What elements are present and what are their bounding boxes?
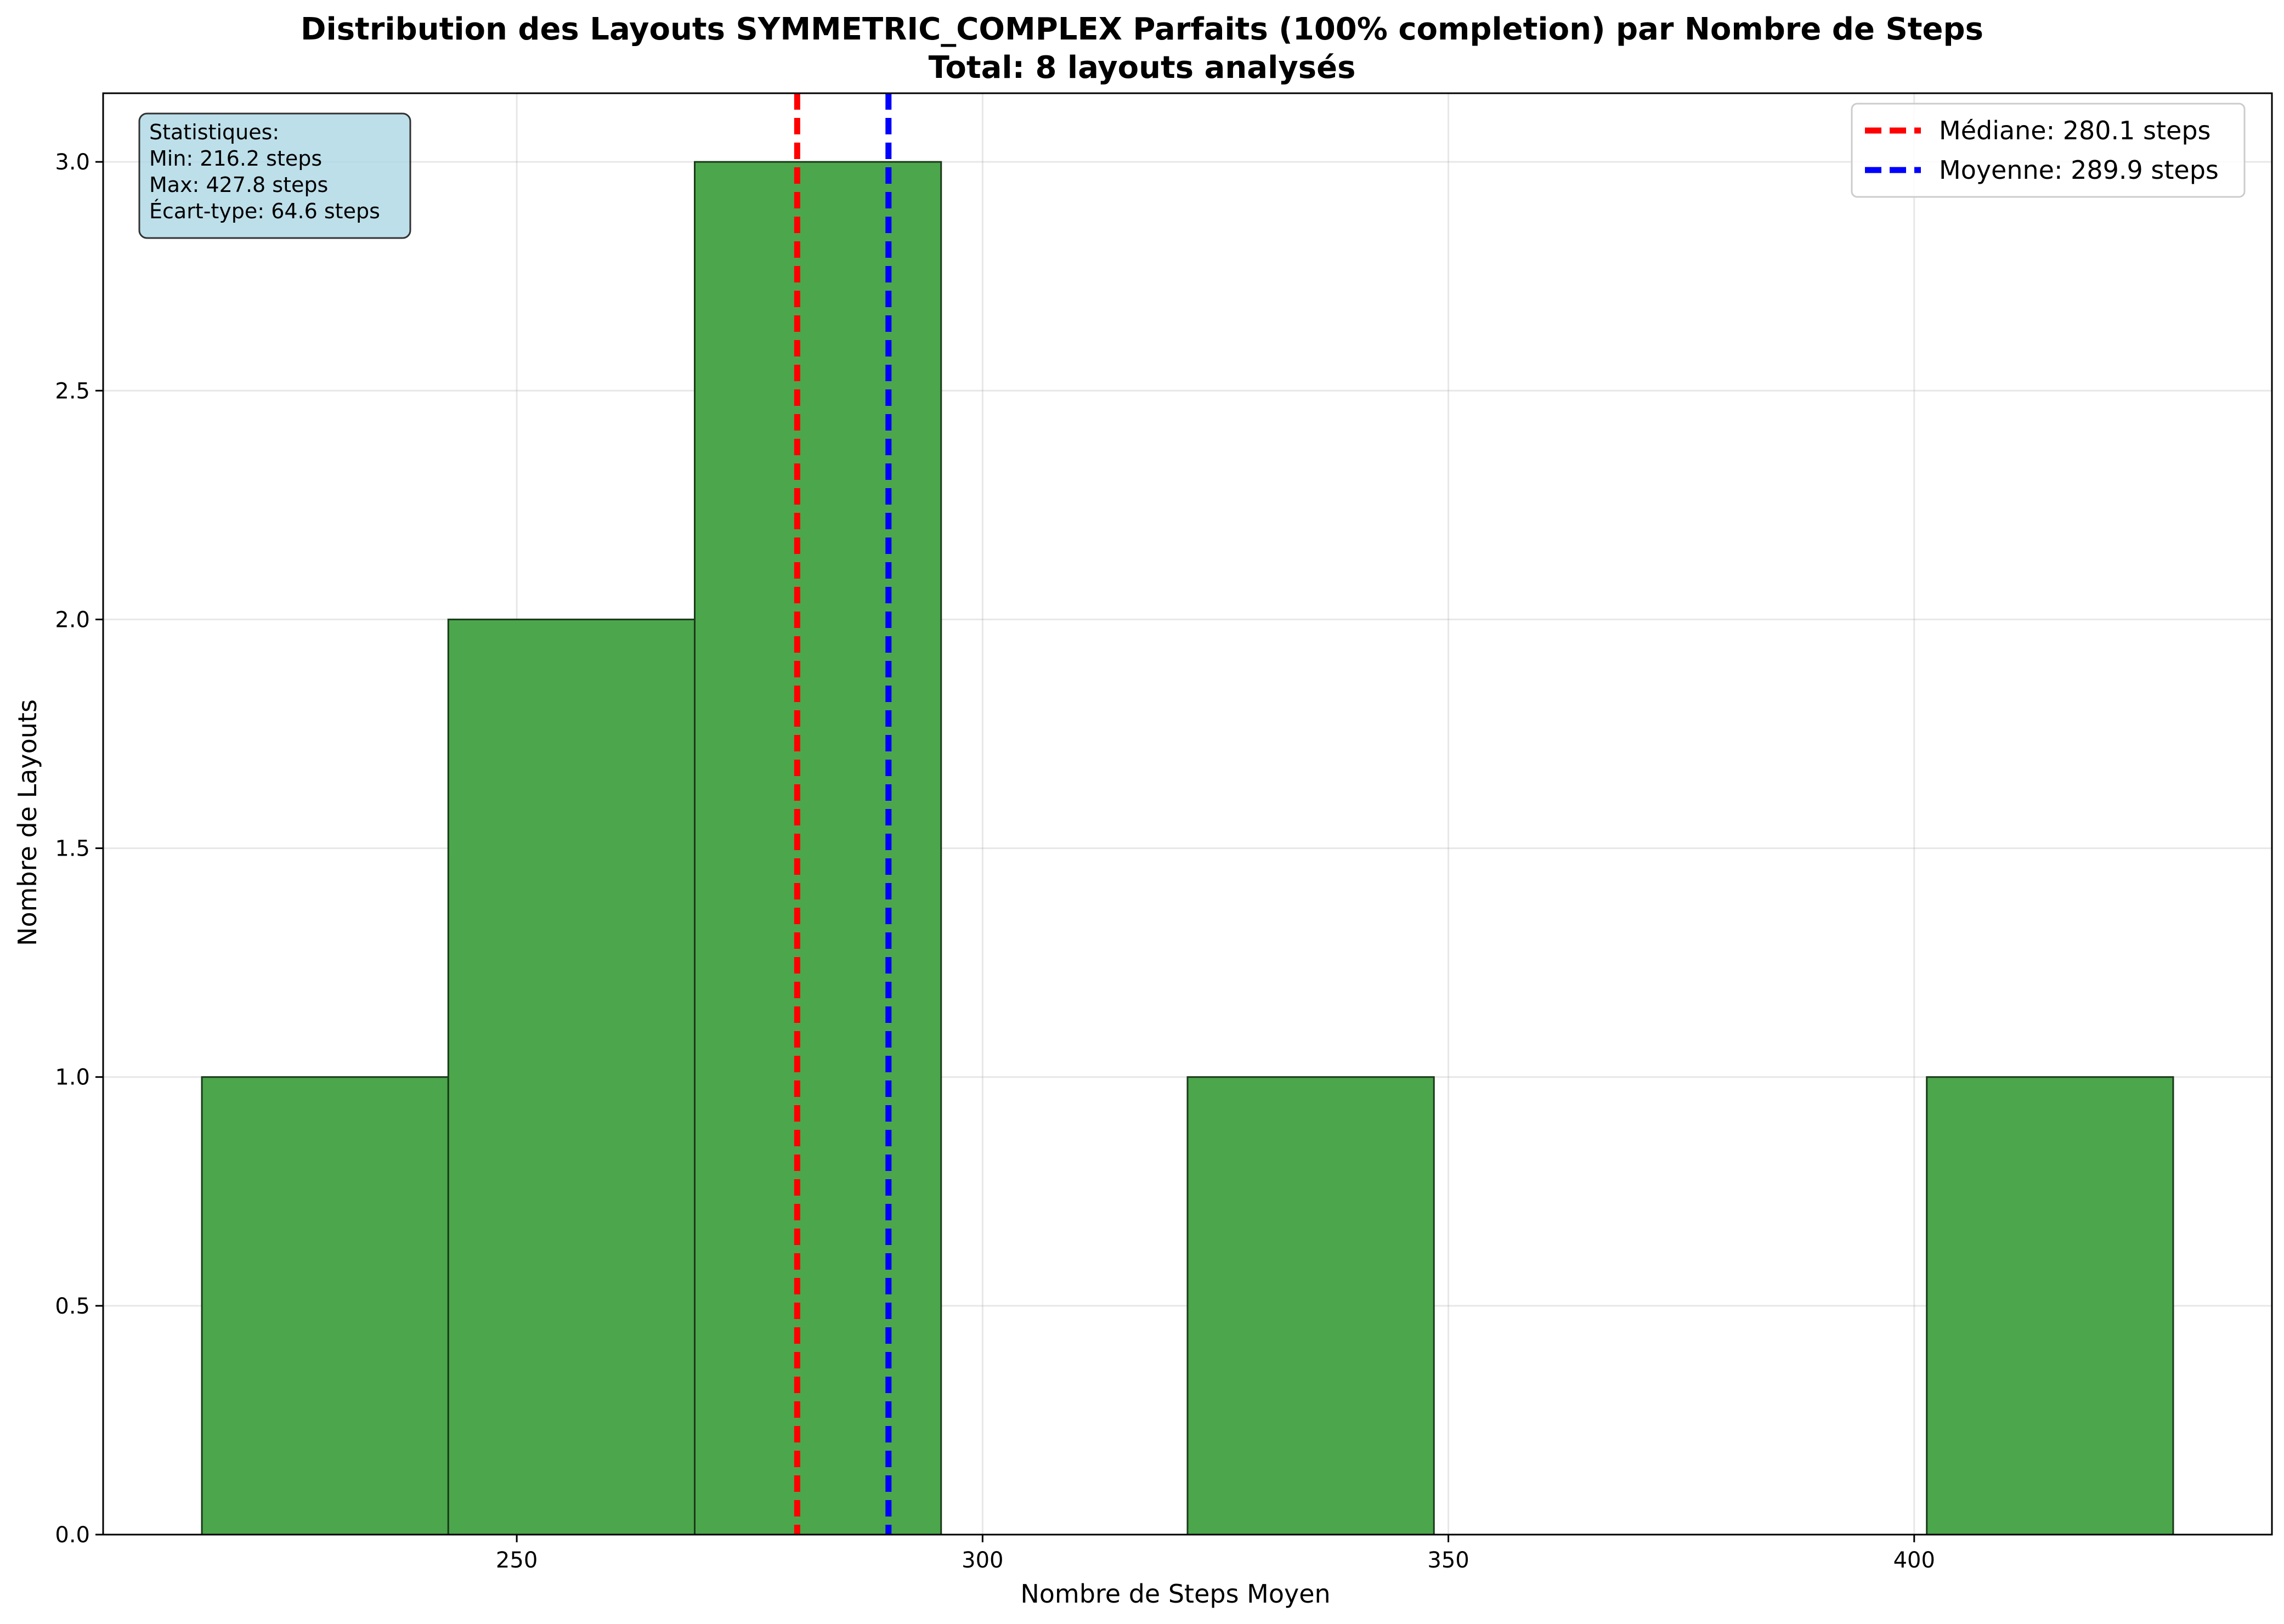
legend-background — [1851, 103, 2246, 198]
x-axis-ticks: 250 300 350 400 — [496, 1535, 1935, 1573]
y-tick-label-6: 3.0 — [55, 150, 90, 175]
stats-line-min: Min: 216.2 steps — [149, 146, 322, 171]
x-tick-label-2: 350 — [1427, 1548, 1469, 1573]
plot-area-frame — [102, 92, 2273, 1536]
x-tick-label-0: 250 — [496, 1548, 538, 1573]
histogram-bars — [201, 161, 2174, 1536]
legend-label-median: Médiane: 280.1 steps — [1939, 116, 2211, 145]
stats-line-max: Max: 427.8 steps — [149, 173, 328, 197]
legend: Médiane: 280.1 steps Moyenne: 289.9 step… — [1851, 103, 2246, 198]
histogram-bar-2 — [694, 161, 942, 1536]
y-tick-label-2: 1.0 — [55, 1065, 90, 1090]
y-tick-label-1: 0.5 — [55, 1294, 90, 1319]
stats-line-stddev: Écart-type: 64.6 steps — [149, 199, 380, 223]
stats-line-header: Statistiques: — [149, 120, 279, 144]
reference-lines — [794, 93, 892, 1535]
y-axis-label: Nombre de Layouts — [13, 699, 42, 946]
y-tick-label-0: 0.0 — [55, 1523, 90, 1548]
y-tick-label-3: 1.5 — [55, 836, 90, 862]
histogram-bar-0 — [201, 1076, 449, 1536]
y-axis-ticks: 0.0 0.5 1.0 1.5 2.0 2.5 3.0 — [55, 150, 103, 1548]
histogram-bar-4 — [1186, 1076, 1435, 1536]
y-tick-label-5: 2.5 — [55, 378, 90, 404]
y-tick-label-4: 2.0 — [55, 607, 90, 632]
statistics-box-background — [138, 112, 411, 239]
histogram-bar-1 — [447, 618, 696, 1536]
histogram-bar-7 — [1926, 1076, 2174, 1536]
legend-label-mean: Moyenne: 289.9 steps — [1939, 155, 2219, 185]
chart-title: Distribution des Layouts SYMMETRIC_COMPL… — [301, 12, 1983, 47]
statistics-box: Statistiques: Min: 216.2 steps Max: 427.… — [138, 112, 411, 239]
x-tick-label-1: 300 — [962, 1548, 1003, 1573]
chart-subtitle: Total: 8 layouts analysés — [929, 50, 1356, 86]
x-tick-label-3: 400 — [1893, 1548, 1935, 1573]
x-axis-label: Nombre de Steps Moyen — [1020, 1579, 1330, 1609]
